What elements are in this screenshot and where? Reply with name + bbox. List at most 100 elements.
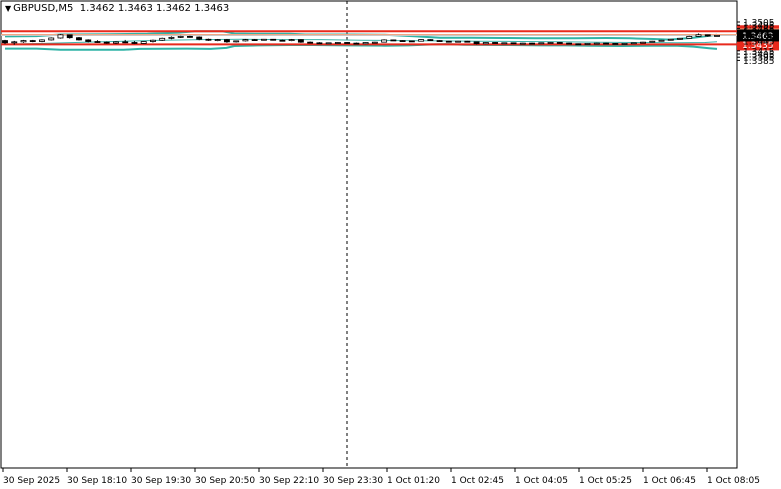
candle — [464, 40, 471, 43]
candle-body — [131, 42, 138, 44]
candle-body — [436, 40, 443, 42]
candle — [334, 42, 341, 44]
candle-body — [538, 42, 545, 45]
candle — [113, 41, 119, 45]
symbol-label: GBPUSD,M5 — [13, 3, 74, 14]
candle-body — [408, 40, 415, 43]
candle-body — [196, 36, 203, 40]
x-tick-label: 30 Sep 22:10 — [259, 476, 319, 486]
candle — [427, 39, 434, 41]
candle-body — [159, 37, 166, 41]
candle — [399, 40, 406, 42]
candle-body — [57, 34, 64, 39]
candle — [538, 42, 545, 45]
candle — [501, 42, 508, 45]
candle-body — [168, 36, 175, 39]
candle — [630, 42, 637, 45]
dropdown-triangle-icon[interactable]: ▼ — [5, 4, 12, 13]
ohlc-values: 1.3462 1.3463 1.3462 1.3463 — [79, 3, 230, 14]
candle-body — [640, 41, 646, 44]
candle — [677, 37, 683, 40]
candle-body — [445, 40, 452, 43]
candle — [131, 41, 138, 45]
x-tick-label: 1 Oct 04:05 — [515, 476, 568, 486]
candle — [2, 39, 8, 45]
candle — [381, 39, 388, 43]
candle — [492, 42, 499, 44]
candle-body — [242, 39, 249, 42]
candle — [455, 40, 462, 43]
candle — [593, 42, 600, 45]
candle-body — [353, 42, 360, 45]
candle-body — [381, 39, 388, 43]
candle — [575, 43, 582, 46]
y-tick-label: 1.3455 — [743, 35, 775, 45]
y-tick-label: 1.3485 — [743, 25, 775, 35]
candle — [344, 42, 351, 44]
candle-body — [334, 42, 341, 44]
candle-body — [658, 39, 665, 42]
candle-body — [667, 38, 674, 41]
candle-body — [214, 39, 221, 41]
y-tick-label: 1.3395 — [743, 54, 775, 64]
candle — [390, 39, 397, 42]
candle — [649, 40, 656, 43]
candle-body — [39, 39, 45, 42]
candle-body — [297, 39, 304, 43]
candle-body — [529, 42, 536, 45]
candle — [529, 42, 536, 45]
candle — [177, 35, 184, 38]
candle-body — [76, 37, 82, 41]
x-tick-label: 30 Sep 18:10 — [67, 476, 127, 486]
candle — [122, 39, 129, 44]
x-tick-label: 1 Oct 01:20 — [387, 476, 440, 486]
candle-body — [48, 37, 55, 41]
candle — [140, 41, 147, 44]
y-tick-label: 1.3385 — [743, 57, 775, 67]
x-tick-label: 30 Sep 19:30 — [131, 476, 191, 486]
bollinger-lower-band — [5, 43, 718, 51]
candle — [196, 36, 203, 41]
candle — [20, 39, 27, 43]
candle-body — [223, 39, 230, 43]
candle — [556, 42, 563, 44]
y-tick-label: 1.3445 — [743, 38, 775, 48]
candle-body — [621, 43, 628, 45]
candle-body — [66, 34, 73, 39]
candle-body — [251, 39, 258, 41]
candle-body — [362, 42, 369, 45]
candle-body — [695, 34, 702, 37]
candle-body — [473, 41, 480, 45]
candle — [667, 38, 674, 41]
candle — [85, 39, 92, 43]
candle-body — [177, 36, 184, 38]
candle — [408, 40, 415, 43]
candle — [29, 39, 36, 43]
y-tick-label: 1.3405 — [743, 51, 775, 61]
candle — [316, 42, 323, 45]
x-tick-label: 1 Oct 08:05 — [707, 476, 760, 486]
candle-body — [390, 39, 397, 42]
y-tick-label: 1.3495 — [743, 22, 775, 32]
candle-body — [399, 40, 406, 42]
candle — [325, 42, 332, 45]
candle — [473, 41, 480, 45]
y-tick-label: 1.3505 — [743, 19, 775, 29]
x-tick-label: 30 Sep 2025 — [3, 476, 60, 486]
candle-body — [29, 40, 36, 42]
candle-body — [260, 38, 267, 41]
candle — [168, 36, 175, 40]
candle — [11, 40, 18, 45]
candle-body — [501, 42, 508, 45]
x-tick-label: 1 Oct 02:45 — [451, 476, 504, 486]
candle — [223, 38, 230, 43]
candle — [418, 39, 425, 42]
candle — [57, 34, 64, 39]
candle-body — [492, 42, 499, 44]
candle — [270, 38, 277, 41]
x-tick-label: 1 Oct 05:25 — [579, 476, 632, 486]
candle — [519, 42, 526, 45]
candle-body — [584, 43, 591, 45]
candle — [103, 41, 110, 44]
